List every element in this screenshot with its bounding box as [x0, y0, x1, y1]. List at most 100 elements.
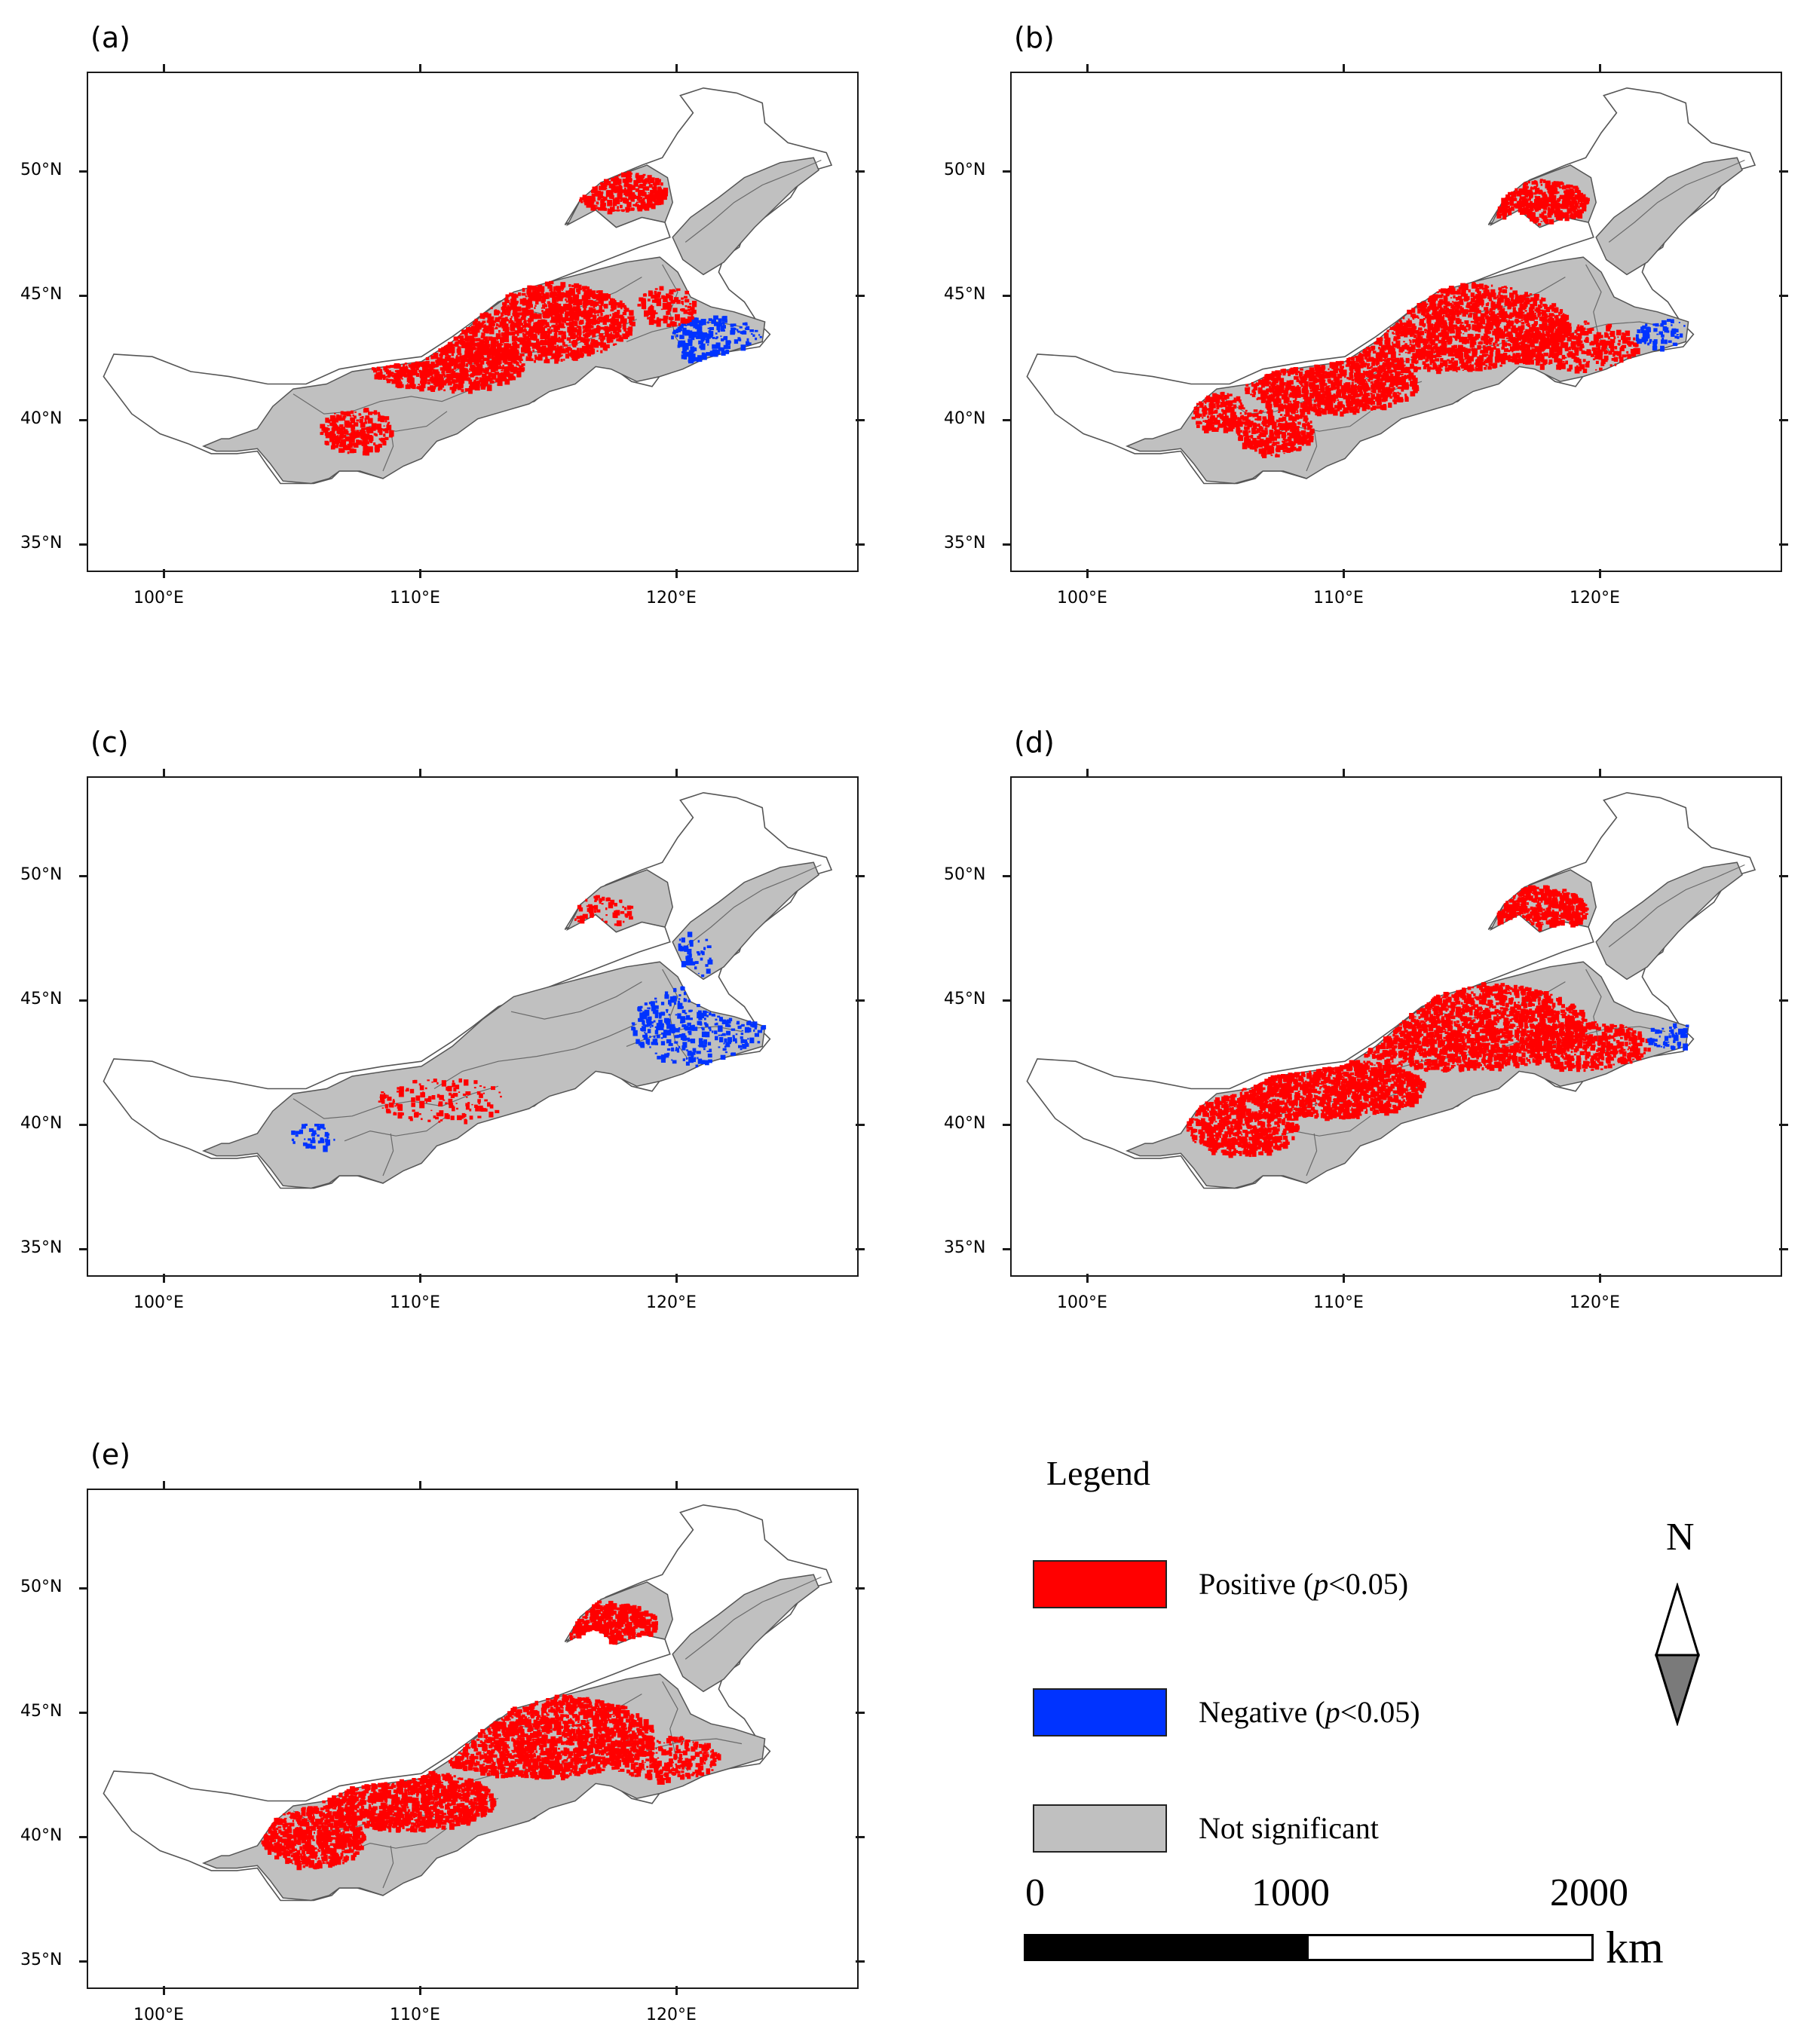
negative-pixel: [690, 321, 694, 327]
positive-pixel: [334, 412, 336, 415]
positive-pixel: [622, 333, 626, 338]
positive-pixel: [1389, 396, 1393, 399]
positive-pixel: [479, 339, 484, 344]
positive-pixel: [532, 349, 534, 352]
positive-pixel: [513, 345, 516, 347]
positive-pixel: [1404, 327, 1410, 332]
positive-pixel: [576, 329, 582, 335]
positive-pixel: [511, 354, 516, 361]
positive-pixel: [566, 317, 571, 321]
positive-pixel: [631, 185, 636, 191]
positive-pixel: [1441, 338, 1446, 341]
positive-pixel: [1366, 365, 1370, 367]
positive-pixel: [607, 208, 610, 210]
positive-pixel: [589, 290, 594, 294]
positive-pixel: [1469, 312, 1473, 316]
positive-pixel: [560, 282, 566, 288]
positive-pixel: [547, 284, 553, 289]
positive-pixel: [468, 387, 473, 394]
positive-pixel: [1450, 312, 1456, 319]
positive-pixel: [1459, 327, 1463, 330]
positive-pixel: [583, 349, 587, 353]
positive-pixel: [329, 422, 332, 427]
positive-pixel: [357, 432, 361, 436]
negative-pixel: [734, 328, 737, 330]
positive-pixel: [1506, 332, 1510, 335]
positive-pixel: [528, 286, 533, 290]
positive-pixel: [614, 176, 619, 182]
positive-pixel: [1469, 314, 1472, 317]
positive-pixel: [438, 348, 442, 353]
positive-pixel: [1365, 350, 1368, 355]
positive-pixel: [1452, 366, 1457, 372]
positive-pixel: [470, 346, 474, 351]
positive-pixel: [1450, 351, 1453, 355]
positive-pixel: [1353, 388, 1358, 394]
positive-pixel: [625, 181, 629, 185]
positive-pixel: [513, 349, 519, 356]
positive-pixel: [1459, 309, 1464, 314]
positive-pixel: [554, 335, 557, 338]
positive-pixel: [421, 381, 425, 387]
positive-pixel: [1487, 323, 1492, 326]
positive-pixel: [364, 428, 366, 430]
positive-pixel: [435, 360, 440, 363]
positive-pixel: [1492, 293, 1496, 297]
positive-pixel: [1315, 392, 1322, 397]
positive-pixel: [327, 427, 330, 431]
negative-pixel: [693, 322, 698, 329]
positive-pixel: [1482, 287, 1486, 290]
positive-pixel: [570, 335, 575, 339]
positive-pixel: [1419, 336, 1423, 340]
positive-pixel: [474, 384, 480, 391]
positive-pixel: [1450, 326, 1455, 332]
positive-pixel: [464, 369, 469, 375]
positive-pixel: [1295, 373, 1298, 376]
positive-pixel: [1372, 405, 1377, 411]
positive-pixel: [649, 305, 654, 311]
positive-pixel: [599, 301, 602, 304]
negative-pixel: [700, 333, 705, 338]
positive-pixel: [692, 301, 697, 308]
positive-pixel: [1395, 340, 1401, 347]
positive-pixel: [557, 320, 560, 322]
positive-pixel: [599, 333, 604, 338]
positive-pixel: [1409, 343, 1412, 345]
positive-pixel: [1478, 295, 1484, 299]
positive-pixel: [1423, 366, 1427, 369]
positive-pixel: [1452, 361, 1454, 363]
positive-pixel: [516, 301, 519, 304]
negative-pixel: [675, 328, 678, 331]
positive-pixel: [614, 335, 617, 338]
positive-pixel: [1487, 309, 1489, 312]
positive-pixel: [1410, 391, 1416, 396]
positive-pixel: [1558, 311, 1562, 315]
positive-pixel: [1493, 333, 1495, 335]
positive-pixel: [1488, 325, 1494, 329]
positive-pixel: [1427, 308, 1431, 312]
positive-pixel: [1273, 384, 1275, 386]
positive-pixel: [611, 301, 617, 308]
positive-pixel: [1296, 387, 1301, 391]
positive-pixel: [462, 375, 466, 380]
positive-pixel: [625, 194, 628, 197]
positive-pixel: [561, 335, 567, 340]
positive-pixel: [372, 427, 375, 430]
positive-pixel: [399, 373, 402, 376]
positive-pixel: [368, 436, 374, 442]
positive-pixel: [654, 290, 657, 295]
positive-pixel: [1435, 326, 1438, 329]
positive-pixel: [1505, 355, 1511, 360]
negative-pixel: [698, 340, 703, 345]
positive-pixel: [1492, 314, 1498, 322]
positive-pixel: [683, 309, 688, 314]
positive-pixel: [474, 360, 476, 362]
positive-pixel: [419, 385, 424, 392]
positive-pixel: [1415, 367, 1418, 372]
positive-pixel: [1506, 298, 1510, 301]
positive-pixel: [1490, 311, 1496, 317]
positive-pixel: [572, 328, 577, 332]
negative-pixel: [741, 331, 747, 335]
positive-pixel: [476, 323, 481, 328]
positive-pixel: [541, 300, 544, 303]
